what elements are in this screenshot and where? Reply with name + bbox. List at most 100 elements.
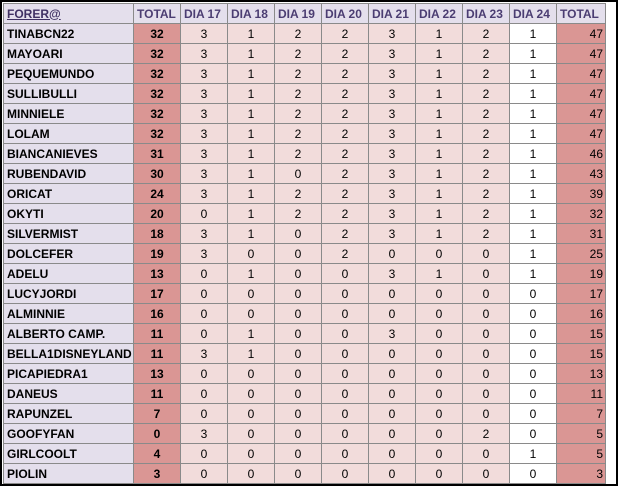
day-score-cell[interactable]: 0 <box>274 343 322 364</box>
day-score-cell[interactable]: 2 <box>462 423 510 444</box>
day-score-cell[interactable]: 3 <box>368 223 416 244</box>
total-cell[interactable]: 17 <box>133 283 181 304</box>
day-score-cell[interactable]: 0 <box>274 323 322 344</box>
final-total-cell[interactable]: 17 <box>556 283 606 304</box>
day-score-cell[interactable]: 0 <box>180 403 228 424</box>
day-score-cell[interactable]: 2 <box>462 183 510 204</box>
day-score-cell[interactable]: 1 <box>415 83 463 104</box>
day-score-cell[interactable]: 3 <box>180 423 228 444</box>
day-score-cell[interactable]: 0 <box>415 383 463 404</box>
total-cell[interactable]: 13 <box>133 263 181 284</box>
day-score-cell[interactable]: 0 <box>274 263 322 284</box>
day-score-cell[interactable]: 0 <box>274 423 322 444</box>
participant-name-cell[interactable]: BELLA1DISNEYLAND <box>3 343 134 364</box>
day-score-cell[interactable]: 3 <box>368 183 416 204</box>
total-cell[interactable]: 7 <box>133 403 181 424</box>
day-score-cell[interactable]: 0 <box>368 423 416 444</box>
day-score-cell[interactable]: 0 <box>274 383 322 404</box>
day-score-cell[interactable]: 2 <box>274 203 322 224</box>
day-score-cell[interactable]: 2 <box>321 23 369 44</box>
day-score-cell[interactable]: 2 <box>462 83 510 104</box>
final-total-cell[interactable]: 32 <box>556 203 606 224</box>
day-score-cell[interactable]: 2 <box>274 63 322 84</box>
final-total-cell[interactable]: 31 <box>556 223 606 244</box>
final-total-cell[interactable]: 15 <box>556 323 606 344</box>
participant-name-cell[interactable]: RAPUNZEL <box>3 403 134 424</box>
day-score-cell[interactable]: 1 <box>415 163 463 184</box>
day-score-cell[interactable]: 0 <box>321 283 369 304</box>
day-score-cell[interactable]: 1 <box>415 23 463 44</box>
participant-name-cell[interactable]: LOLAM <box>3 123 134 144</box>
day-score-cell[interactable]: 1 <box>227 163 275 184</box>
total-cell[interactable]: 32 <box>133 123 181 144</box>
day-score-cell[interactable]: 0 <box>462 303 510 324</box>
header-dia-17[interactable]: DIA 17 <box>180 3 228 24</box>
day-score-cell[interactable]: 3 <box>180 243 228 264</box>
participant-name-cell[interactable]: DANEUS <box>3 383 134 404</box>
day-score-cell[interactable]: 0 <box>415 363 463 384</box>
day-score-cell[interactable]: 0 <box>415 463 463 484</box>
day-score-cell[interactable]: 3 <box>180 63 228 84</box>
day-score-cell[interactable]: 1 <box>509 243 557 264</box>
day-score-cell[interactable]: 1 <box>415 103 463 124</box>
day-score-cell[interactable]: 0 <box>415 303 463 324</box>
participant-name-cell[interactable]: BIANCANIEVES <box>3 143 134 164</box>
day-score-cell[interactable]: 3 <box>180 343 228 364</box>
total-cell[interactable]: 30 <box>133 163 181 184</box>
final-total-cell[interactable]: 47 <box>556 63 606 84</box>
day-score-cell[interactable]: 0 <box>509 323 557 344</box>
day-score-cell[interactable]: 0 <box>180 283 228 304</box>
day-score-cell[interactable]: 3 <box>180 43 228 64</box>
day-score-cell[interactable]: 0 <box>180 263 228 284</box>
total-cell[interactable]: 19 <box>133 243 181 264</box>
header-dia-23[interactable]: DIA 23 <box>462 3 510 24</box>
day-score-cell[interactable]: 0 <box>509 463 557 484</box>
day-score-cell[interactable]: 2 <box>274 23 322 44</box>
day-score-cell[interactable]: 2 <box>321 223 369 244</box>
day-score-cell[interactable]: 0 <box>180 463 228 484</box>
day-score-cell[interactable]: 1 <box>415 183 463 204</box>
day-score-cell[interactable]: 0 <box>415 323 463 344</box>
day-score-cell[interactable]: 1 <box>227 43 275 64</box>
day-score-cell[interactable]: 2 <box>462 103 510 124</box>
day-score-cell[interactable]: 2 <box>321 103 369 124</box>
participant-name-cell[interactable]: LUCYJORDI <box>3 283 134 304</box>
day-score-cell[interactable]: 1 <box>509 63 557 84</box>
day-score-cell[interactable]: 1 <box>509 263 557 284</box>
day-score-cell[interactable]: 0 <box>462 463 510 484</box>
day-score-cell[interactable]: 0 <box>227 363 275 384</box>
day-score-cell[interactable]: 1 <box>509 203 557 224</box>
final-total-cell[interactable]: 39 <box>556 183 606 204</box>
final-total-cell[interactable]: 46 <box>556 143 606 164</box>
day-score-cell[interactable]: 1 <box>227 103 275 124</box>
day-score-cell[interactable]: 0 <box>368 283 416 304</box>
final-total-cell[interactable]: 5 <box>556 423 606 444</box>
day-score-cell[interactable]: 0 <box>509 423 557 444</box>
day-score-cell[interactable]: 0 <box>274 403 322 424</box>
day-score-cell[interactable]: 2 <box>321 83 369 104</box>
day-score-cell[interactable]: 2 <box>274 123 322 144</box>
total-cell[interactable]: 31 <box>133 143 181 164</box>
final-total-cell[interactable]: 16 <box>556 303 606 324</box>
day-score-cell[interactable]: 2 <box>274 103 322 124</box>
day-score-cell[interactable]: 0 <box>227 443 275 464</box>
day-score-cell[interactable]: 0 <box>227 283 275 304</box>
day-score-cell[interactable]: 0 <box>227 463 275 484</box>
total-cell[interactable]: 0 <box>133 423 181 444</box>
day-score-cell[interactable]: 0 <box>227 383 275 404</box>
day-score-cell[interactable]: 1 <box>415 143 463 164</box>
final-total-cell[interactable]: 19 <box>556 263 606 284</box>
day-score-cell[interactable]: 0 <box>462 243 510 264</box>
header-dia-21[interactable]: DIA 21 <box>368 3 416 24</box>
day-score-cell[interactable]: 0 <box>415 343 463 364</box>
day-score-cell[interactable]: 2 <box>321 243 369 264</box>
total-cell[interactable]: 18 <box>133 223 181 244</box>
day-score-cell[interactable]: 2 <box>321 163 369 184</box>
participant-name-cell[interactable]: ORICAT <box>3 183 134 204</box>
day-score-cell[interactable]: 1 <box>415 203 463 224</box>
day-score-cell[interactable]: 2 <box>462 23 510 44</box>
participant-name-cell[interactable]: GOOFYFAN <box>3 423 134 444</box>
day-score-cell[interactable]: 3 <box>180 103 228 124</box>
day-score-cell[interactable]: 3 <box>368 143 416 164</box>
final-total-cell[interactable]: 3 <box>556 463 606 484</box>
